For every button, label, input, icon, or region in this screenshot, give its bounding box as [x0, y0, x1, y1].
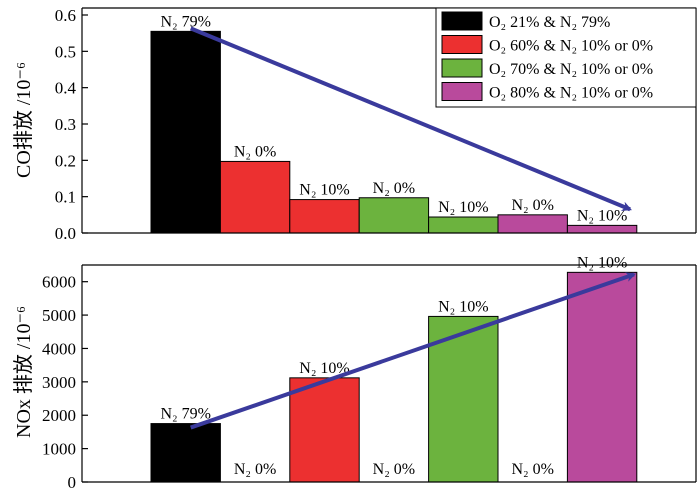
co-y-tick-label: 0.4: [55, 79, 77, 98]
co-bar: [428, 216, 499, 234]
nox-bar-label: N₂ 79%: [160, 406, 210, 423]
co-bar: [289, 199, 360, 234]
co-y-tick-label: 0.3: [55, 115, 76, 134]
co-y-axis-label: CO排放 /10⁻⁶: [12, 62, 35, 178]
co-bar-label: N₂ 79%: [160, 13, 210, 30]
co-bar-label: N₂ 10%: [438, 199, 488, 216]
legend-swatch: [441, 58, 483, 78]
legend-label: O₂ 60% & N₂ 10% or 0%: [489, 38, 653, 55]
co-y-tick-label: 0.2: [55, 151, 76, 170]
nox-y-tick-label: 5000: [42, 306, 76, 325]
nox-y-axis: 0 1000 2000 3000 4000 5000 6000: [42, 273, 88, 492]
nox-bar-label: N₂ 0%: [234, 461, 276, 478]
nox-bar: [289, 377, 360, 483]
nox-bar-label: N₂ 10%: [299, 360, 349, 377]
nox-bar-label: N₂ 0%: [373, 461, 415, 478]
legend-label: O₂ 80% & N₂ 10% or 0%: [489, 85, 653, 102]
nox-y-tick-label: 0: [68, 473, 77, 492]
co-bar: [358, 197, 430, 234]
co-bar-label: N₂ 0%: [234, 143, 276, 160]
co-trend-arrow: [189, 26, 632, 212]
co-bar: [566, 224, 638, 234]
co-bar-labels: N₂ 79% N₂ 0% N₂ 10% N₂ 0% N₂ 10% N₂ 0% N₂ 10%: [160, 13, 627, 224]
co-y-tick-label: 0.1: [55, 188, 76, 207]
nox-y-tick-label: 2000: [42, 406, 76, 425]
nox-y-tick-label: 4000: [42, 339, 76, 358]
co-bar: [150, 30, 221, 234]
nox-bar-labels: N₂ 79% N₂ 0% N₂ 10% N₂ 0% N₂ 10% N₂ 0% N₂ 10%: [160, 254, 627, 478]
nox-bar: [428, 315, 499, 483]
co-bar-label: N₂ 0%: [511, 197, 553, 214]
nox-y-tick-label: 3000: [42, 373, 76, 392]
co-y-tick-label: 0.5: [55, 42, 76, 61]
nox-trend-arrow: [190, 272, 636, 430]
co-bar-label: N₂ 10%: [577, 207, 627, 224]
co-y-tick-label: 0.6: [55, 6, 76, 25]
co-bar: [497, 214, 568, 234]
co-bar-label: N₂ 0%: [373, 180, 415, 197]
nox-bar-label: N₂ 0%: [511, 461, 553, 478]
nox-y-tick-label: 6000: [42, 273, 76, 292]
nox-bar: [566, 271, 638, 483]
co-y-axis: 0.0 0.1 0.2 0.3 0.4 0.5 0.6: [55, 6, 88, 243]
nox-bar-label: N₂ 10%: [438, 298, 488, 315]
co-bar-label: N₂ 10%: [299, 182, 349, 199]
nox-bar-label: N₂ 10%: [577, 254, 627, 271]
legend-label: O₂ 21% & N₂ 79%: [489, 14, 610, 31]
nox-bar: [150, 423, 221, 483]
legend-swatch: [441, 82, 483, 101]
nox-bars: [150, 271, 638, 483]
co-y-tick-label: 0.0: [55, 224, 76, 243]
legend: O₂ 21% & N₂ 79% O₂ 60% & N₂ 10% or 0% O₂ 7…: [435, 7, 697, 108]
legend-label: O₂ 70% & N₂ 10% or 0%: [489, 61, 653, 78]
co-chart: N₂ 79%N₂ 0%N₂ 10% N₂ 0%N₂ 10% N₂ 0%N₂ 10% …: [12, 6, 697, 243]
nox-y-tick-label: 1000: [42, 440, 76, 459]
legend-swatch: [441, 35, 483, 54]
co-bar: [219, 160, 291, 234]
co-bars: [150, 30, 638, 234]
nox-chart: N₂ 79%N₂ 0%N₂ 10%N₂ 0%N₂ 10%N₂ 0%N₂ 10% …: [12, 254, 697, 492]
legend-swatch: [441, 11, 483, 31]
nox-y-axis-label: NOx 排放 /10⁻⁶: [12, 306, 35, 438]
